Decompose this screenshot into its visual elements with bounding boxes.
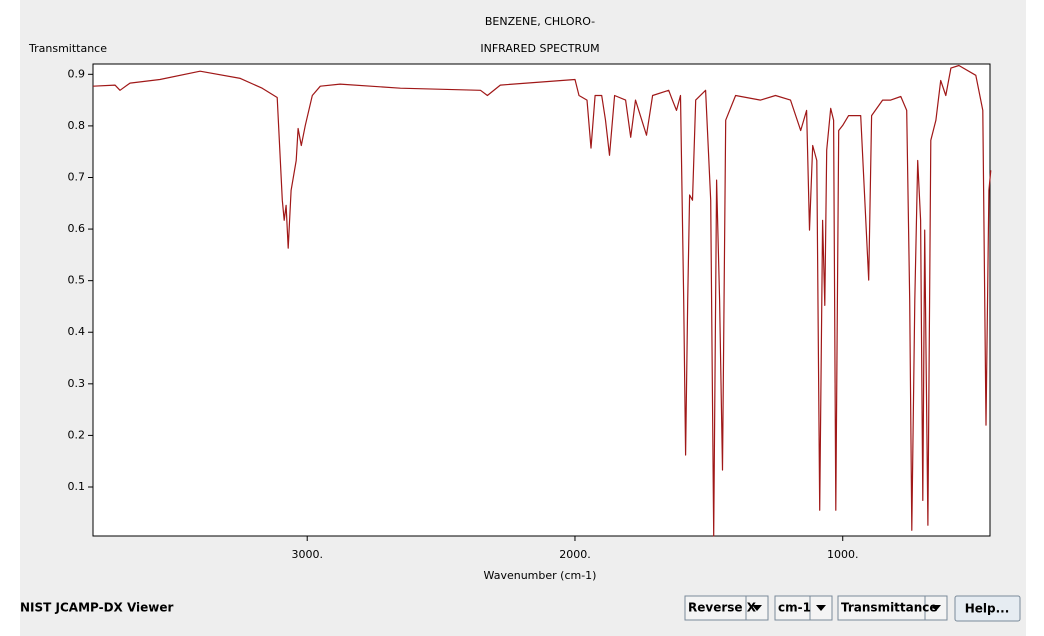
dropdown-arrow[interactable] bbox=[816, 605, 826, 611]
dropdown-box[interactable] bbox=[837, 595, 948, 621]
y-tick-label: 0.6 bbox=[68, 222, 86, 235]
y-axis-label: Transmittance bbox=[28, 42, 107, 55]
x-tick-label: 1000. bbox=[827, 548, 859, 561]
dropdown-label[interactable]: Reverse X bbox=[688, 601, 757, 615]
dropdown-label[interactable]: cm-1 bbox=[778, 601, 811, 615]
dropdown[interactable]: Reverse X bbox=[684, 595, 769, 621]
app-name: NIST JCAMP-DX Viewer bbox=[20, 601, 174, 615]
button-label[interactable]: Help... bbox=[965, 602, 1010, 616]
y-tick-label: 0.3 bbox=[68, 377, 86, 390]
x-axis-label: Wavenumber (cm-1) bbox=[484, 569, 597, 582]
y-tick-label: 0.5 bbox=[68, 274, 86, 287]
chart-title: BENZENE, CHLORO- bbox=[485, 15, 595, 28]
y-tick-label: 0.4 bbox=[68, 325, 86, 338]
y-tick-label: 0.1 bbox=[68, 480, 86, 493]
dropdown[interactable]: Transmittance bbox=[837, 595, 948, 621]
y-tick-label: 0.2 bbox=[68, 428, 86, 441]
dropdown-label[interactable]: Transmittance bbox=[841, 601, 938, 615]
x-tick-label: 2000. bbox=[559, 548, 591, 561]
spectrum-line bbox=[92, 64, 992, 537]
dropdown-arrow[interactable] bbox=[752, 605, 762, 611]
dropdown[interactable]: cm-1 bbox=[774, 595, 833, 621]
help-button[interactable]: Help... bbox=[954, 595, 1021, 622]
plot-area bbox=[92, 63, 991, 537]
y-tick-label: 0.9 bbox=[68, 67, 86, 80]
dropdown-box[interactable] bbox=[684, 595, 769, 621]
x-tick-label: 3000. bbox=[291, 548, 323, 561]
dropdown-arrow[interactable] bbox=[931, 605, 941, 611]
button-box[interactable] bbox=[954, 595, 1021, 622]
y-tick-label: 0.8 bbox=[68, 119, 86, 132]
chart-subtitle: INFRARED SPECTRUM bbox=[480, 42, 599, 55]
y-tick-label: 0.7 bbox=[68, 170, 86, 183]
